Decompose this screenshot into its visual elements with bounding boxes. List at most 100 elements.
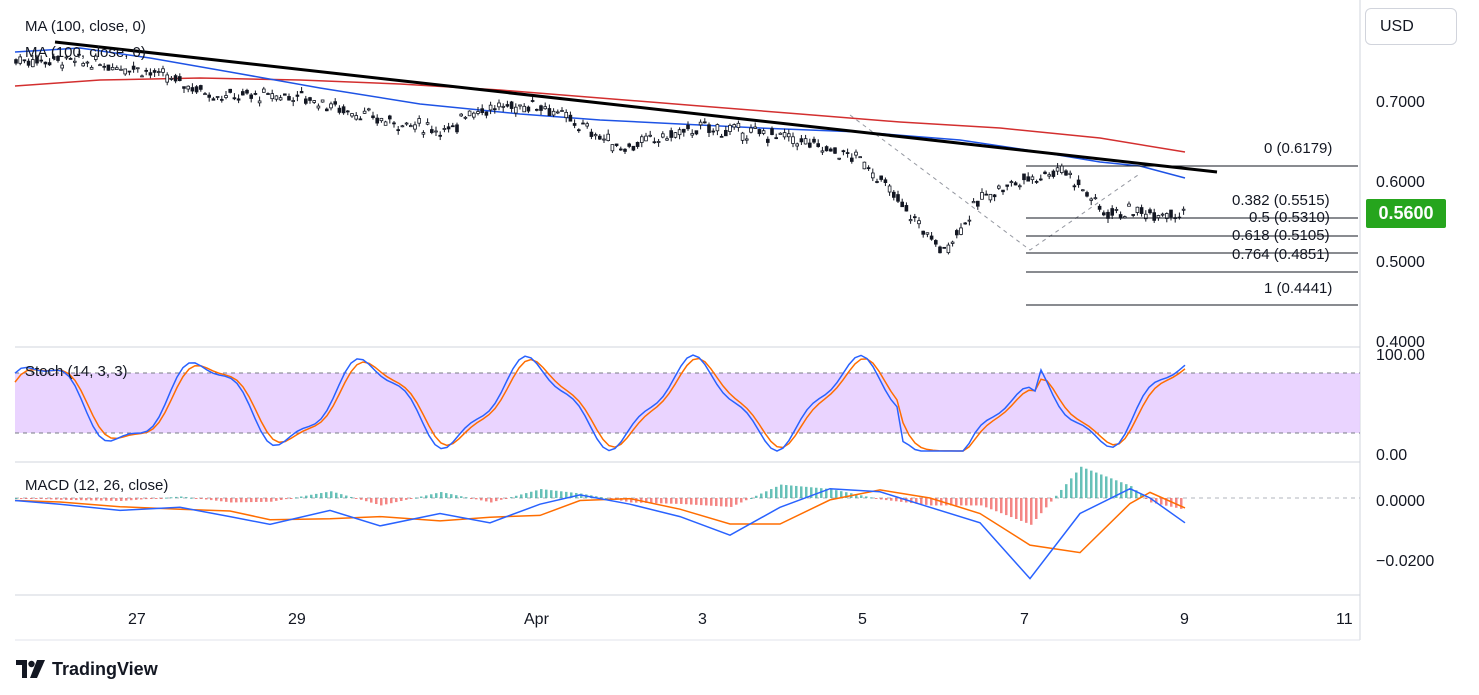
macd-histogram-bar xyxy=(945,498,948,506)
macd-histogram-bar xyxy=(630,498,633,503)
macd-histogram-bar xyxy=(495,498,498,502)
macd-histogram-bar xyxy=(1105,476,1108,498)
macd-histogram-bar xyxy=(410,498,413,499)
price-candle xyxy=(955,230,959,236)
macd-histogram-bar xyxy=(30,498,33,499)
price-candle xyxy=(837,157,841,160)
price-candle xyxy=(329,103,333,109)
macd-histogram-bar xyxy=(1110,478,1113,498)
price-candle xyxy=(640,136,644,143)
macd-histogram-bar xyxy=(875,498,878,499)
macd-histogram-bar xyxy=(1120,482,1123,498)
price-candle xyxy=(194,86,199,93)
macd-histogram-bar xyxy=(930,498,933,506)
price-candle xyxy=(858,156,862,159)
price-candle xyxy=(623,148,627,152)
price-candle xyxy=(677,129,682,136)
price-candle xyxy=(1072,185,1077,188)
macd-histogram-bar xyxy=(705,498,708,506)
macd-histogram-bar xyxy=(230,498,233,503)
price-candle xyxy=(22,59,27,62)
macd-histogram-bar xyxy=(995,498,998,512)
price-candle xyxy=(736,122,741,128)
price-candle xyxy=(602,138,606,141)
macd-histogram-bar xyxy=(125,498,128,501)
price-candle xyxy=(371,115,375,119)
price-candle xyxy=(782,132,787,138)
price-candle xyxy=(526,106,531,112)
macd-histogram-bar xyxy=(20,498,23,499)
price-candle xyxy=(64,56,69,59)
macd-histogram-bar xyxy=(220,498,223,502)
macd-histogram-bar xyxy=(610,498,613,499)
price-candle xyxy=(1076,179,1081,186)
price-candle xyxy=(484,111,489,116)
price-candle xyxy=(850,157,854,162)
price-candle xyxy=(119,68,123,71)
price-candle xyxy=(568,114,573,122)
price-candle xyxy=(224,95,228,98)
price-candle xyxy=(812,138,816,143)
price-candle xyxy=(522,105,526,113)
price-candle xyxy=(614,143,619,146)
price-candle xyxy=(249,94,254,99)
price-candle xyxy=(358,118,363,121)
price-candle xyxy=(392,122,396,125)
price-candle xyxy=(1152,212,1157,221)
macd-histogram-bar xyxy=(210,498,213,501)
macd-histogram-bar xyxy=(1025,498,1028,523)
macd-histogram-bar xyxy=(520,494,523,498)
macd-histogram-bar xyxy=(1050,498,1053,502)
macd-histogram-bar xyxy=(225,498,228,502)
price-candle xyxy=(761,130,766,134)
price-candle xyxy=(156,71,161,73)
price-candle xyxy=(661,133,665,138)
macd-histogram-bar xyxy=(300,496,303,498)
price-candle xyxy=(505,104,510,107)
price-candle xyxy=(644,135,648,142)
price-candle xyxy=(841,150,846,153)
macd-histogram-bar xyxy=(170,497,173,499)
price-candle xyxy=(446,126,451,130)
fib-swing-path xyxy=(849,114,1139,251)
price-candle xyxy=(509,101,514,109)
price-candle xyxy=(354,115,358,120)
price-candle xyxy=(1085,192,1089,197)
price-candle xyxy=(1135,206,1140,213)
macd-histogram-bar xyxy=(750,498,753,499)
price-candle xyxy=(967,219,972,222)
currency-button[interactable]: USD xyxy=(1365,8,1457,45)
price-candle xyxy=(1060,165,1064,173)
macd-histogram-bar xyxy=(15,498,18,499)
price-candle xyxy=(673,132,678,138)
macd-histogram-bar xyxy=(890,498,893,501)
macd-histogram-bar xyxy=(975,498,978,506)
x-tick-2: 29 xyxy=(288,611,306,628)
price-candle xyxy=(971,201,976,204)
price-candle xyxy=(278,97,283,101)
price-series xyxy=(14,50,1186,255)
price-candle xyxy=(1022,173,1026,181)
ma-blue-path xyxy=(14,47,1186,179)
price-candle xyxy=(543,106,547,110)
macd-histogram-bar xyxy=(925,498,928,505)
price-candle xyxy=(610,144,615,152)
macd-histogram-bar xyxy=(380,498,383,506)
price-candle xyxy=(551,110,556,116)
macd-histogram-bar xyxy=(715,498,718,507)
macd-histogram-bar xyxy=(1150,498,1153,503)
price-candle xyxy=(417,118,421,124)
price-candle xyxy=(266,93,270,95)
macd-lines xyxy=(14,466,1186,580)
price-candle xyxy=(556,111,560,114)
price-candle xyxy=(1181,208,1186,211)
macd-histogram-bar xyxy=(760,493,763,498)
macd-histogram-bar xyxy=(390,498,393,504)
macd-histogram-bar xyxy=(25,498,28,499)
fib-label-382: 0.382 (0.5515) xyxy=(1232,192,1330,209)
macd-histogram-bar xyxy=(1070,478,1073,498)
stoch-label: Stoch (14, 3, 3) xyxy=(25,363,128,380)
macd-histogram-bar xyxy=(40,498,43,499)
price-candle xyxy=(110,67,115,71)
macd-histogram-bar xyxy=(665,498,668,504)
